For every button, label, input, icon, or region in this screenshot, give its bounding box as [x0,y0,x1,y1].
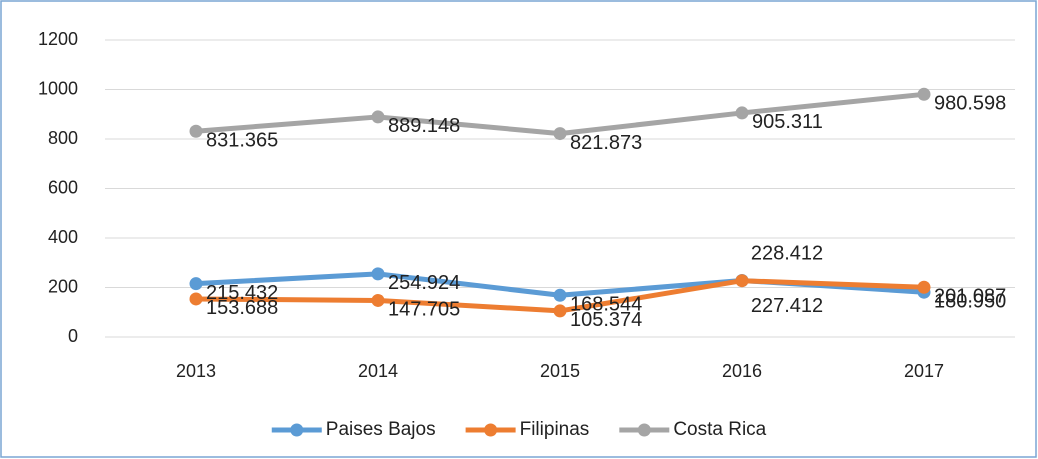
data-label: 905.311 [752,111,823,133]
data-label: 215.432 [206,282,278,304]
x-tick-label: 2013 [176,361,216,381]
data-label: 831.365 [206,130,278,152]
legend-marker [484,423,498,437]
data-point [189,277,203,291]
legend-item: Paises Bajos [271,419,436,440]
y-tick-label: 200 [48,276,78,296]
x-tick-label: 2016 [722,361,762,381]
legend-marker [637,423,651,437]
data-label: 147.705 [388,299,460,321]
data-point [917,87,931,101]
data-label: 821.873 [570,132,642,154]
legend-label: Paises Bajos [326,419,436,440]
data-label: 889.148 [388,115,460,137]
data-point [371,293,385,307]
data-label: 254.924 [388,272,460,294]
data-label: 227.412 [751,295,823,317]
data-point [553,288,567,302]
data-label: 228.412 [751,243,823,265]
data-point [553,127,567,141]
x-tick-label: 2014 [358,361,398,381]
data-label: 153.688 [206,297,278,319]
data-point [735,106,749,120]
data-label: 201.087 [934,286,1006,308]
data-point [371,110,385,124]
data-point [371,267,385,281]
data-label: 105.374 [570,309,642,331]
data-label: 168.544 [570,294,642,316]
y-tick-label: 800 [48,128,78,148]
y-tick-label: 600 [48,177,78,197]
data-label: 980.598 [934,93,1006,115]
legend-label: Filipinas [520,419,590,440]
y-tick-label: 1000 [38,78,78,98]
data-point [917,280,931,294]
legend-item: Filipinas [465,419,590,440]
data-point [189,124,203,138]
y-tick-label: 1200 [38,29,78,49]
y-tick-label: 400 [48,227,78,247]
legend-marker [290,423,304,437]
data-point [189,292,203,306]
data-label: 180.950 [934,290,1006,312]
y-tick-label: 0 [68,326,78,346]
x-tick-label: 2017 [904,361,944,381]
x-tick-label: 2015 [540,361,580,381]
data-point [735,274,749,288]
legend-label: Costa Rica [673,419,766,440]
legend-item: Costa Rica [619,419,767,440]
data-point [553,304,567,318]
